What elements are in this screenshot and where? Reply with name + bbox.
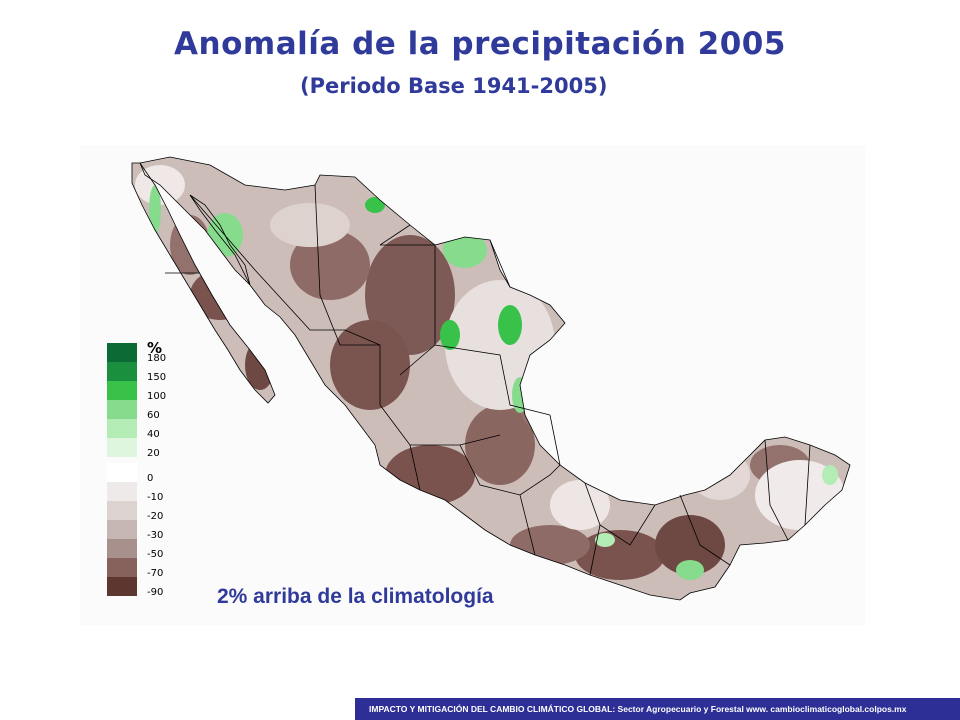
legend-swatch xyxy=(107,419,137,438)
legend-tick-label: 20 xyxy=(147,448,160,459)
legend-tick-label: -30 xyxy=(147,530,164,541)
page-title: Anomalía de la precipitación 2005 xyxy=(174,26,786,62)
map-annotation: 2% arriba de la climatología xyxy=(217,585,494,608)
legend-tick-label: -70 xyxy=(147,568,164,579)
legend-swatch xyxy=(107,400,137,419)
legend-swatch xyxy=(107,438,137,457)
legend-tick-label: 180 xyxy=(147,353,167,364)
legend-tick-label: 40 xyxy=(147,429,160,440)
legend-tick-label: 60 xyxy=(147,410,160,421)
legend-tick-label: 150 xyxy=(147,372,167,383)
legend-swatch xyxy=(107,463,137,482)
legend-swatch xyxy=(107,558,137,577)
legend-swatch xyxy=(107,501,137,520)
legend-swatch xyxy=(107,539,137,558)
legend-tick-label: 0 xyxy=(147,473,154,484)
footer-banner: IMPACTO Y MITIGACIÓN DEL CAMBIO CLIMÁTIC… xyxy=(355,698,960,720)
legend-tick-label: 100 xyxy=(147,391,167,402)
legend-tick-label: -20 xyxy=(147,511,164,522)
anomaly-field xyxy=(132,157,850,600)
legend: % 180 150 100 60 40 20 0 -10 -20 -30 -50 -70 -90 xyxy=(107,339,177,598)
state-boundaries xyxy=(131,156,851,601)
legend-swatch xyxy=(107,381,137,400)
legend-tick-label: -10 xyxy=(147,492,164,503)
legend-unit: % xyxy=(147,339,163,357)
legend-tick-label: -90 xyxy=(147,587,164,598)
legend-swatch xyxy=(107,343,137,362)
legend-swatch xyxy=(107,520,137,539)
legend-swatch xyxy=(107,577,137,596)
legend-swatch xyxy=(107,482,137,501)
map-panel xyxy=(80,145,865,625)
precipitation-anomaly-map xyxy=(131,156,851,601)
page-subtitle: (Periodo Base 1941-2005) xyxy=(300,74,608,98)
legend-swatch xyxy=(107,362,137,381)
legend-tick-label: -50 xyxy=(147,549,164,560)
